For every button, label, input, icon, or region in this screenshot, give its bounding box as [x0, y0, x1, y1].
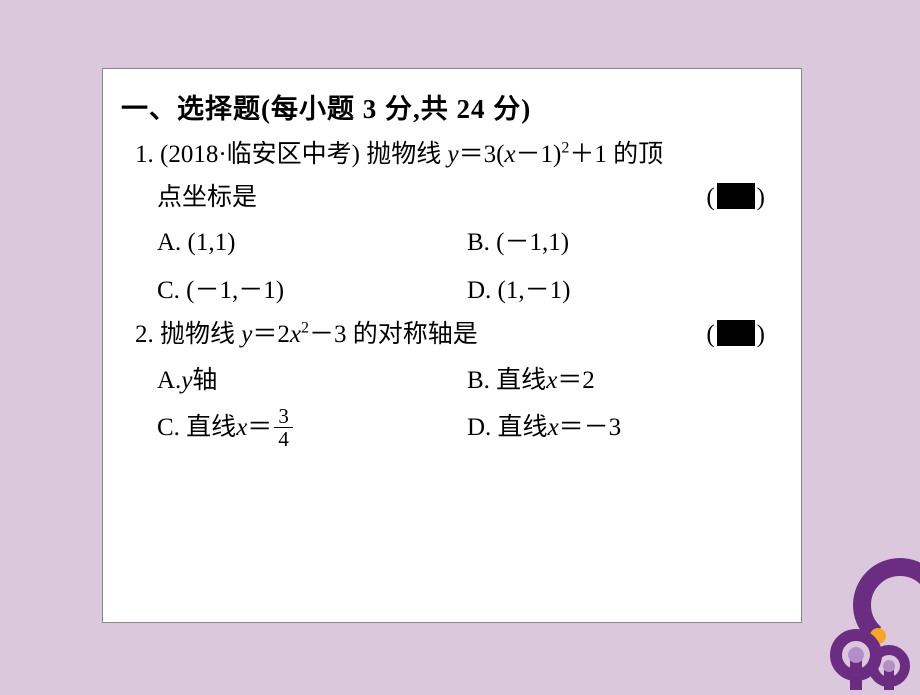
q2-b-pre: B. 直线 [467, 357, 546, 405]
q2-option-b[interactable]: B. 直线 x ＝2 [467, 357, 783, 405]
q2-answer-paren: () [706, 314, 765, 357]
q1-eq-part2: －1) [516, 141, 562, 168]
section-title: 一、选择题(每小题 3 分,共 24 分) [121, 87, 783, 126]
q1-option-a[interactable]: A. (1,1) [157, 219, 467, 267]
q1-line2: 点坐标是 () [121, 177, 783, 220]
q1-eq-part: ＝3( [459, 141, 505, 168]
content-box: 一、选择题(每小题 3 分,共 24 分) 1. (2018·临安区中考) 抛物… [102, 68, 802, 623]
q2-c-frac-num: 3 [274, 405, 293, 428]
q2-c-var: x [236, 404, 247, 452]
q1-options-row1: A. (1,1) B. (－1,1) [121, 219, 783, 267]
q1-eq-y: y [448, 141, 459, 168]
q2-eq-sq: 2 [301, 320, 309, 337]
q1-eq-x: x [504, 141, 515, 168]
q1-answer-paren: () [706, 177, 765, 220]
q2-option-c[interactable]: C. 直线 x ＝ 3 4 [157, 404, 467, 452]
q2-a-var: y [181, 357, 192, 405]
q2-b-var: x [546, 357, 557, 405]
q1-stem-suffix: 的顶 [613, 141, 663, 168]
q2-c-frac: 3 4 [274, 405, 293, 450]
q2-answer-block [717, 320, 755, 346]
q2-stem-prefix: 抛物线 [160, 321, 241, 348]
q2-d-pre: D. 直线 [467, 404, 548, 452]
q2-a-pre: A. [157, 357, 181, 405]
q1-option-c[interactable]: C. (－1,－1) [157, 267, 467, 315]
q1-eq-part3: ＋1 [569, 141, 607, 168]
q1-source: (2018·临安区中考) [160, 141, 360, 168]
q1-stem-prefix: 抛物线 [366, 141, 447, 168]
q2-d-var: x [548, 404, 559, 452]
q2-option-d[interactable]: D. 直线 x ＝－3 [467, 404, 783, 452]
q2-eq-x: x [290, 321, 301, 348]
q2-stem-suffix: 的对称轴是 [353, 321, 478, 348]
q2-eq-p1: ＝2 [252, 321, 290, 348]
q1-cont: 点坐标是 [157, 184, 257, 211]
q2-number: 2. [135, 321, 154, 348]
q2-line1: 2. 抛物线 y＝2x2－3 的对称轴是 () [121, 314, 783, 357]
q1-options-row2: C. (－1,－1) D. (1,－1) [121, 267, 783, 315]
q2-c-frac-den: 4 [274, 428, 293, 450]
q2-options-row2: C. 直线 x ＝ 3 4 D. 直线 x ＝－3 [121, 404, 783, 452]
q2-a-post: 轴 [192, 357, 217, 405]
q2-eq-p2: －3 [309, 321, 347, 348]
q2-c-pre: C. 直线 [157, 404, 236, 452]
decorative-graphic [750, 550, 920, 690]
q2-eq-y: y [241, 321, 252, 348]
q1-option-b[interactable]: B. (－1,1) [467, 219, 783, 267]
q1-number: 1. [135, 141, 154, 168]
q1-option-d[interactable]: D. (1,－1) [467, 267, 783, 315]
q2-options-row1: A. y 轴 B. 直线 x ＝2 [121, 357, 783, 405]
q2-b-post: ＝2 [557, 357, 595, 405]
q1-line1: 1. (2018·临安区中考) 抛物线 y＝3(x－1)2＋1 的顶 [121, 134, 783, 177]
q2-option-a[interactable]: A. y 轴 [157, 357, 467, 405]
q2-c-eq: ＝ [247, 404, 272, 452]
q2-d-post: ＝－3 [559, 404, 622, 452]
q1-answer-block [717, 183, 755, 209]
